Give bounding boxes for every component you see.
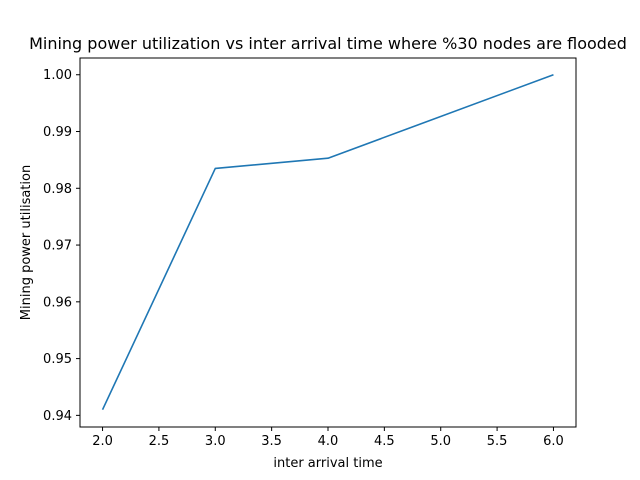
y-tick-label: 0.99 [43, 125, 72, 140]
x-tick-label: 5.5 [487, 434, 508, 449]
x-axis-ticks: 2.0 2.5 3.0 3.5 4.0 4.5 5.0 5.5 6.0 [92, 427, 564, 449]
x-tick-label: 4.5 [374, 434, 395, 449]
x-axis-label: inter arrival time [273, 456, 382, 471]
y-tick-label: 0.96 [43, 295, 72, 310]
y-axis-label: Mining power utilisation [19, 165, 34, 320]
y-tick-label: 0.97 [43, 239, 72, 254]
y-axis-ticks: 0.94 0.95 0.96 0.97 0.98 0.99 1.00 [43, 68, 80, 424]
series-line [101, 73, 554, 411]
x-tick-label: 3.5 [261, 434, 282, 449]
chart-title: Mining power utilization vs inter arriva… [29, 34, 627, 53]
y-tick-label: 0.95 [43, 352, 72, 367]
x-tick-label: 6.0 [543, 434, 564, 449]
x-tick-label: 2.5 [149, 434, 170, 449]
y-tick-label: 0.94 [43, 409, 72, 424]
plot-frame [79, 57, 577, 428]
x-tick-label: 3.0 [205, 434, 226, 449]
plot-area [80, 58, 576, 427]
x-tick-label: 5.0 [430, 434, 451, 449]
y-tick-label: 1.00 [43, 68, 72, 83]
x-tick-label: 2.0 [92, 434, 113, 449]
y-tick-label: 0.98 [43, 182, 72, 197]
series-layer [101, 73, 554, 411]
x-tick-label: 4.0 [318, 434, 339, 449]
